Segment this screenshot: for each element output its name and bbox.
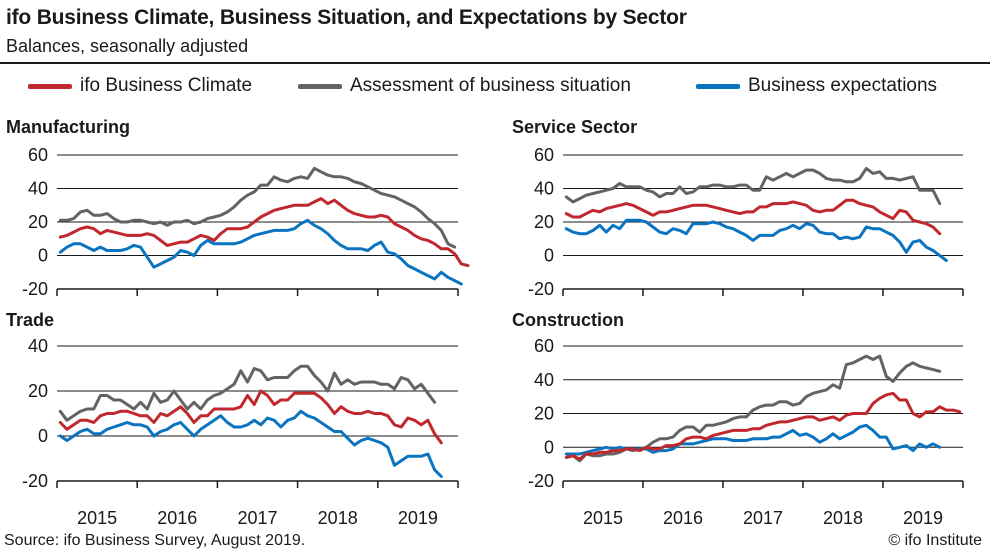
- manufacturing-ytick-label: 0: [38, 246, 48, 266]
- construction-series-situation: [564, 354, 942, 463]
- trade-ytick-label: 20: [28, 381, 48, 401]
- service-sector-ytick-label: 60: [534, 145, 554, 165]
- service-sector-series-situation: [564, 166, 942, 206]
- trade-xtick-label: 2017: [237, 508, 277, 528]
- construction-ytick-label: 40: [534, 370, 554, 390]
- legend: ifo Business Climate Assessment of busin…: [0, 75, 990, 101]
- trade-series-expectations: [58, 409, 443, 478]
- legend-swatch-expectations: [696, 83, 740, 89]
- manufacturing-ytick-label: 60: [28, 145, 48, 165]
- legend-label-expectations: Business expectations: [748, 75, 938, 96]
- legend-swatch-situation: [298, 83, 342, 89]
- construction-xtick-label: 2015: [583, 508, 623, 528]
- copyright-note: © ifo Institute: [888, 532, 982, 549]
- manufacturing-series-expectations: [58, 218, 463, 286]
- legend-item-situation: Assessment of business situation: [298, 75, 631, 97]
- construction-ytick-label: 60: [534, 336, 554, 356]
- service-sector-series-expectations: [564, 218, 948, 262]
- legend-swatch-climate: [28, 83, 72, 89]
- source-note: Source: ifo Business Survey, August 2019…: [4, 532, 306, 549]
- service-sector-ytick-label: 0: [544, 246, 554, 266]
- service-sector-series-climate: [564, 198, 942, 236]
- manufacturing-ytick-label: -20: [22, 279, 48, 299]
- panel-title-trade: Trade: [6, 310, 55, 330]
- panel-title-construction: Construction: [512, 310, 624, 330]
- chart-subtitle: Balances, seasonally adjusted: [6, 36, 249, 56]
- trade-xtick-label: 2015: [77, 508, 117, 528]
- trade-ytick-label: -20: [22, 471, 48, 491]
- manufacturing-ytick-label: 40: [28, 179, 48, 199]
- trade-xtick-label: 2019: [398, 508, 438, 528]
- legend-item-climate: ifo Business Climate: [28, 75, 252, 97]
- manufacturing-series-situation: [58, 166, 457, 249]
- construction-ytick-label: 0: [544, 437, 554, 457]
- construction-series-climate: [564, 391, 962, 461]
- manufacturing-series-climate: [58, 197, 470, 268]
- service-sector-ytick-label: 20: [534, 212, 554, 232]
- chart-title: ifo Business Climate, Business Situation…: [6, 6, 687, 29]
- trade-series-climate: [58, 389, 443, 445]
- header-divider: [0, 62, 990, 64]
- trade-xtick-label: 2016: [157, 508, 197, 528]
- panel-title-manufacturing: Manufacturing: [6, 117, 130, 137]
- manufacturing-ytick-label: 20: [28, 212, 48, 232]
- construction-xtick-label: 2017: [743, 508, 783, 528]
- panel-title-service-sector: Service Sector: [512, 117, 638, 137]
- service-sector-ytick-label: -20: [528, 279, 554, 299]
- construction-xtick-label: 2019: [903, 508, 943, 528]
- trade-xtick-label: 2018: [318, 508, 358, 528]
- trade-series-situation: [58, 364, 437, 422]
- service-sector-ytick-label: 40: [534, 179, 554, 199]
- construction-ytick-label: 20: [534, 404, 554, 424]
- trade-ytick-label: 0: [38, 426, 48, 446]
- trade-ytick-label: 40: [28, 336, 48, 356]
- construction-xtick-label: 2018: [823, 508, 863, 528]
- legend-label-situation: Assessment of business situation: [350, 75, 631, 96]
- construction-ytick-label: -20: [528, 471, 554, 491]
- legend-item-expectations: Business expectations: [696, 75, 937, 97]
- legend-label-climate: ifo Business Climate: [80, 75, 253, 96]
- construction-xtick-label: 2016: [663, 508, 703, 528]
